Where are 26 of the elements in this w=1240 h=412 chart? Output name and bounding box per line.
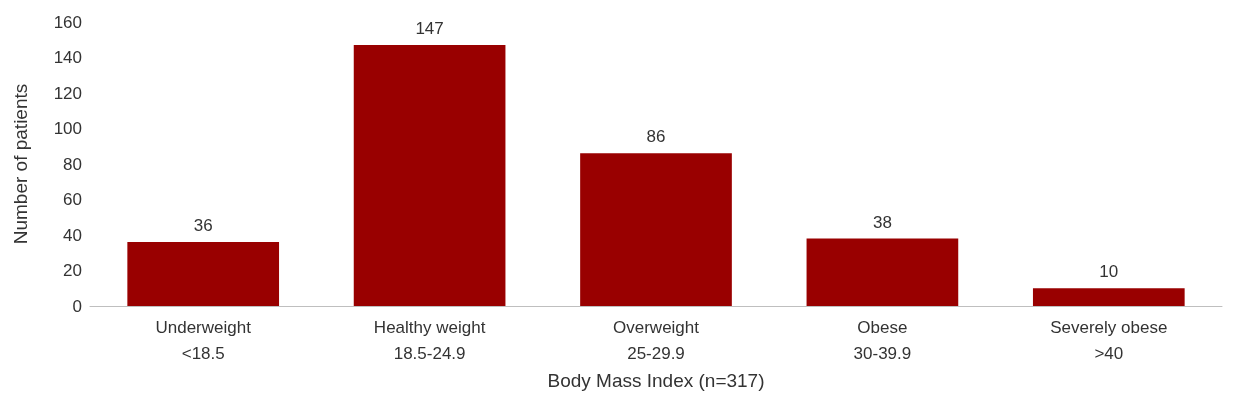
y-tick-label: 20 (63, 261, 82, 280)
y-tick-label: 60 (63, 190, 82, 209)
data-label: 86 (646, 127, 666, 147)
y-axis-title: Number of patients (10, 83, 31, 245)
bar (353, 45, 506, 306)
x-axis-title: Body Mass Index (n=317) (547, 369, 765, 391)
data-label: 10 (1099, 262, 1119, 282)
x-tick-label: Healthy weight 18.5-24.9 (373, 317, 486, 363)
y-tick-label: 120 (53, 83, 82, 103)
y-tick-label: 0 (72, 296, 82, 316)
bar (127, 242, 280, 306)
bar (1032, 288, 1185, 306)
x-tick-label: Severely obese >40 (1050, 317, 1168, 363)
x-tick-label: Overweight 25-29.9 (613, 317, 700, 363)
y-tick-label: 140 (53, 48, 82, 67)
bar (806, 238, 959, 306)
data-label: 38 (872, 212, 892, 232)
data-label: 36 (193, 216, 213, 236)
y-tick-label: 160 (53, 12, 82, 32)
y-tick-label: 80 (63, 154, 82, 174)
y-tick-label: 100 (53, 119, 82, 138)
x-tick-label: Obese 30-39.9 (853, 317, 912, 363)
data-label: 147 (415, 19, 444, 39)
y-tick-label: 40 (63, 225, 82, 245)
x-tick-label: Underweight <18.5 (155, 317, 252, 363)
bar (580, 153, 732, 306)
